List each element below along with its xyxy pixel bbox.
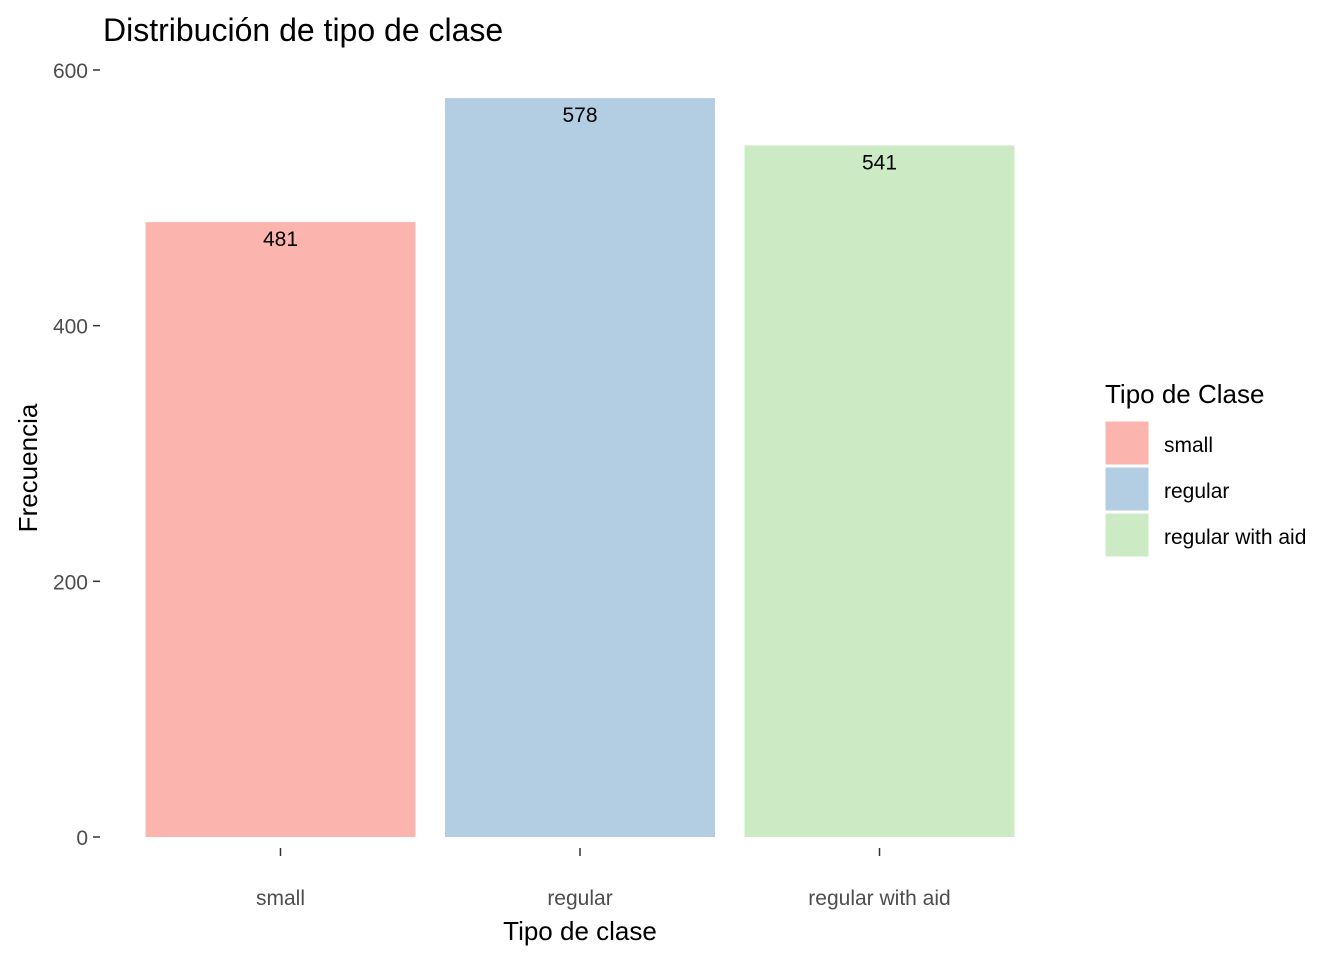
x-axis-title: Tipo de clase	[503, 916, 657, 946]
bar-regular	[445, 98, 715, 837]
y-tick-label: 200	[53, 571, 88, 594]
bar-data-labels: 481 578 541	[263, 104, 897, 251]
y-axis-title: Frecuencia	[13, 403, 43, 532]
legend-key-regular-with-aid	[1104, 512, 1150, 558]
x-axis: small regular regular with aid	[256, 848, 951, 910]
legend-entries: small regular regular with aid	[1104, 420, 1306, 558]
chart-title: Distribución de tipo de clase	[103, 12, 503, 48]
legend-key-small	[1104, 420, 1150, 466]
y-tick-label: 0	[76, 827, 88, 850]
bar-value-label: 578	[562, 104, 597, 127]
bar-small	[145, 222, 416, 837]
bar-regular-with-aid	[744, 145, 1015, 838]
legend: Tipo de Clase small regular regular with a…	[1104, 379, 1306, 558]
y-tick-label: 400	[53, 316, 88, 339]
legend-label: regular with aid	[1164, 526, 1306, 549]
y-tick-label: 600	[53, 60, 88, 83]
bar-value-label: 541	[862, 151, 897, 174]
legend-title: Tipo de Clase	[1105, 379, 1264, 409]
legend-key-regular	[1104, 466, 1150, 512]
bar-value-label: 481	[263, 228, 298, 251]
bars-group	[145, 98, 1015, 838]
legend-label: small	[1164, 434, 1213, 457]
x-tick-label: small	[256, 887, 305, 910]
x-tick-label: regular with aid	[808, 887, 950, 910]
y-axis: 0 200 400 600	[53, 60, 100, 850]
x-tick-label: regular	[547, 887, 612, 910]
legend-label: regular	[1164, 480, 1229, 503]
